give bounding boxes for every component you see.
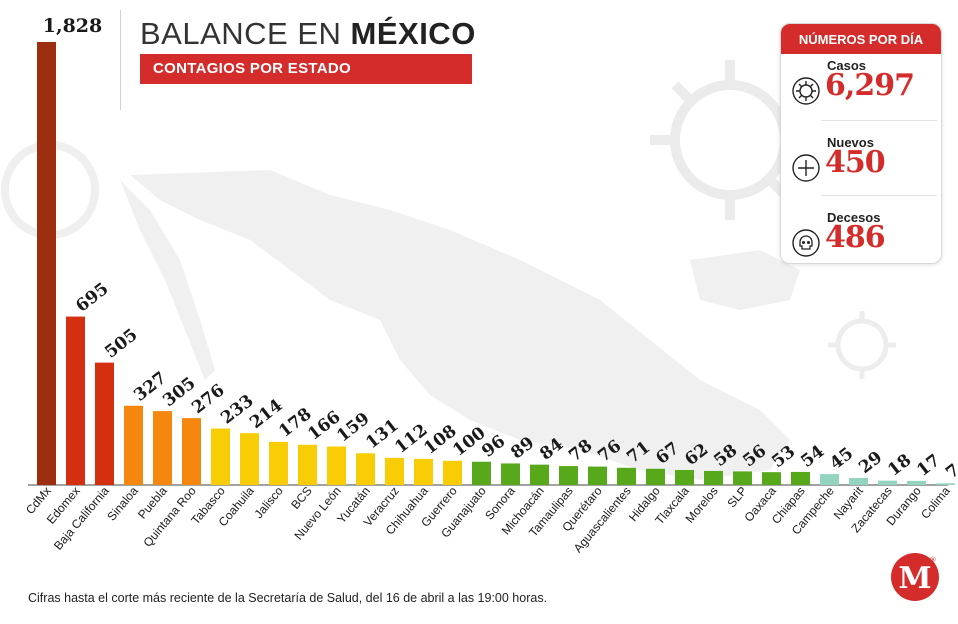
bar-Querétaro [588, 466, 607, 485]
title-light: BALANCE EN [140, 16, 351, 51]
bar-Oaxaca [762, 472, 781, 485]
stat-casos-label: Casos [827, 58, 867, 73]
category-label: Jalisco [251, 484, 286, 521]
stat-nuevos: Nuevos 450 [791, 135, 933, 195]
bar-Aguascalientes [617, 467, 636, 485]
bar-Campeche [820, 474, 839, 485]
value-label: 89 [507, 433, 538, 463]
bar-Sinaloa [124, 405, 143, 485]
milenio-logo: M ® [891, 553, 939, 601]
bar-Sonora [501, 463, 520, 485]
value-label: 62 [681, 440, 712, 470]
stat-divider [821, 195, 937, 196]
stat-casos-value: 6,297 [825, 68, 915, 103]
bar-Guanajuato [472, 461, 491, 485]
category-label: Sinaloa [104, 484, 141, 524]
bar-Michoacán [530, 464, 549, 485]
value-label: 84 [536, 434, 567, 464]
stat-decesos: Decesos 486 [791, 210, 933, 263]
category-label: SLP [724, 484, 749, 510]
bar-Baja California [95, 362, 114, 485]
value-label: 53 [768, 442, 799, 472]
value-label: 45 [826, 444, 857, 474]
bar-Tlaxcala [675, 469, 694, 485]
bar-Colima [936, 483, 955, 485]
bar-Chihuahua [414, 458, 433, 485]
daily-numbers-header: NÚMEROS POR DÍA [781, 24, 941, 54]
value-label: 78 [565, 436, 596, 466]
stat-divider [821, 120, 937, 121]
bar-BCS [298, 444, 317, 485]
bar-Hidalgo [646, 468, 665, 485]
value-label: 56 [739, 441, 770, 471]
footnote: Cifras hasta el corte más reciente de la… [28, 591, 548, 605]
value-label: 17 [913, 450, 944, 480]
stat-decesos-label: Decesos [827, 210, 881, 225]
bar-Guerrero [443, 460, 462, 485]
title-divider [120, 10, 121, 110]
bar-Coahuila [240, 433, 259, 485]
bar-Jalisco [269, 441, 288, 485]
bar-Zacatecas [878, 480, 897, 485]
bar-Yucatán [356, 453, 375, 485]
page-title: BALANCE EN MÉXICO [140, 16, 476, 52]
value-label: 54 [797, 441, 828, 471]
bar-Durango [907, 480, 926, 485]
bar-Edomex [66, 316, 85, 485]
logo-mark: ® [930, 556, 937, 564]
skull-icon [792, 229, 820, 257]
bar-Nayarit [849, 477, 868, 485]
value-label: 1,828 [43, 15, 103, 37]
bar-Quintana Roo [182, 418, 201, 485]
bar-Chiapas [791, 471, 810, 485]
bar-Puebla [153, 411, 172, 485]
bar-SLP [733, 471, 752, 485]
category-label: Colima [918, 484, 953, 522]
value-label: 505 [101, 325, 141, 363]
bar-Tabasco [211, 428, 230, 485]
bar-CdMx [37, 42, 56, 485]
category-label: BCS [288, 484, 315, 512]
value-label: 18 [884, 450, 915, 480]
title-bold: MÉXICO [350, 16, 476, 51]
virus-decoration-small-icon [828, 311, 896, 379]
plus-circle-icon [792, 154, 820, 182]
stat-nuevos-label: Nuevos [827, 135, 874, 150]
value-label: 29 [855, 448, 886, 478]
value-label: 7 [942, 460, 958, 483]
stat-decesos-value: 486 [825, 220, 886, 255]
value-label: 76 [594, 436, 625, 466]
bar-Veracruz [385, 457, 404, 485]
bar-Morelos [704, 470, 723, 485]
daily-numbers-card: NÚMEROS POR DÍA Casos 6,297 Nuevos 450 [780, 23, 942, 264]
value-label: 67 [652, 438, 683, 468]
value-label: 71 [623, 437, 654, 467]
stat-nuevos-value: 450 [825, 145, 886, 180]
value-label: 58 [710, 441, 741, 471]
bar-Nuevo León [327, 446, 346, 485]
subtitle-bar: CONTAGIOS POR ESTADO [140, 54, 472, 84]
value-label: 695 [72, 279, 112, 317]
logo-letter: M [898, 561, 931, 596]
virus-icon [792, 77, 820, 105]
bar-Tamaulipas [559, 466, 578, 485]
stat-casos: Casos 6,297 [791, 58, 933, 118]
